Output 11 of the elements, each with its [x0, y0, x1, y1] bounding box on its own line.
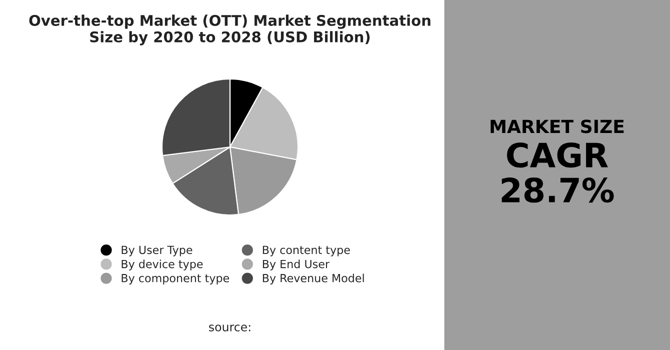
legend-label: By End User [262, 260, 330, 270]
text: 28.7% [502, 177, 614, 203]
legend-label: By User Type [122, 246, 192, 256]
legend-label: By component type [122, 274, 230, 284]
text: MARKET SIZE [490, 120, 624, 134]
legend-label: By content type [262, 246, 350, 256]
legend-label: By device type [122, 260, 203, 270]
text: CAGR [507, 142, 608, 168]
legend-label: By Revenue Model [262, 274, 364, 284]
source-note: source: [209, 324, 250, 332]
chart-title: Over-the-top Market (OTT) Market Segmentation Size by 2020 to 2028 (USD Billion) [29, 14, 430, 46]
